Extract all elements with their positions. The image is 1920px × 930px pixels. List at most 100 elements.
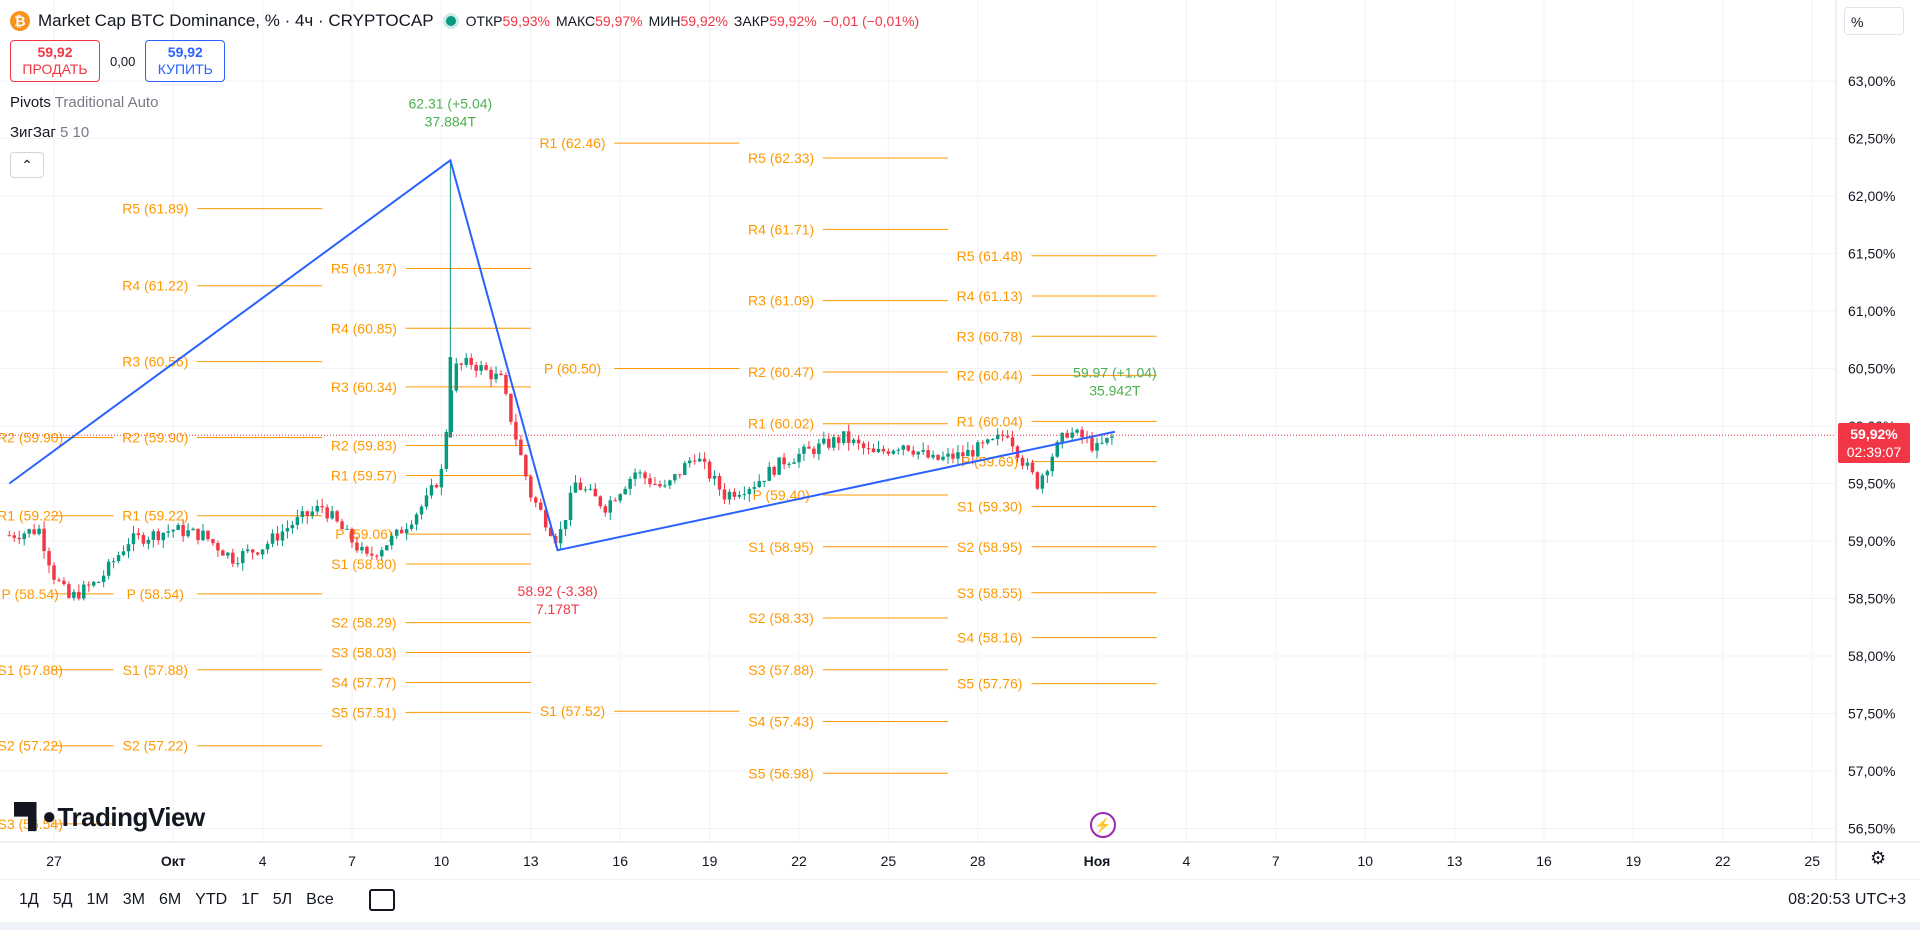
candle-body bbox=[623, 488, 627, 495]
candle-body bbox=[166, 531, 170, 533]
candle-body bbox=[956, 452, 960, 459]
candle-body bbox=[722, 489, 727, 500]
candle-body bbox=[985, 439, 990, 444]
candle-body bbox=[37, 528, 41, 535]
tradingview-logo[interactable]: ▀▌● TradingView bbox=[14, 802, 205, 832]
range-button[interactable]: 1Д bbox=[19, 891, 39, 908]
candle-body bbox=[1070, 432, 1074, 438]
zigzag-label-value: 59.97 (+1.04) bbox=[1073, 364, 1157, 380]
indicator-pivots[interactable]: Pivots Traditional Auto bbox=[10, 94, 158, 111]
range-button[interactable]: 1М bbox=[86, 891, 109, 908]
sell-button[interactable]: 59,92 ПРОДАТЬ bbox=[10, 40, 100, 82]
ohlc-value: 59,93% bbox=[502, 13, 550, 29]
candle-body bbox=[111, 561, 116, 563]
candle-body bbox=[807, 446, 811, 449]
candle-body bbox=[702, 458, 707, 462]
candle-body bbox=[146, 539, 151, 544]
ohlc-key: МИН bbox=[648, 13, 681, 29]
range-button[interactable]: 3М bbox=[122, 891, 145, 908]
candle-body bbox=[27, 529, 31, 534]
candle-body bbox=[891, 450, 896, 454]
x-tick-label: 7 bbox=[348, 853, 356, 869]
indicator-zigzag[interactable]: ЗигЗаг 5 10 bbox=[10, 124, 89, 141]
candle-body bbox=[82, 584, 86, 599]
candle-body bbox=[573, 482, 578, 493]
candle-body bbox=[474, 365, 478, 371]
candle-body bbox=[231, 552, 235, 564]
pivot-label-s3: S3 (58.55) bbox=[957, 585, 1022, 601]
pivot-label-s1: S1 (58.80) bbox=[331, 556, 396, 572]
candle-body bbox=[608, 500, 613, 513]
candle-body bbox=[906, 445, 911, 451]
candle-body bbox=[732, 491, 737, 497]
pivot-label-s1: S1 (57.52) bbox=[540, 703, 605, 719]
candle-body bbox=[444, 431, 449, 469]
candle-body bbox=[121, 551, 126, 556]
candle-body bbox=[385, 545, 389, 551]
tradingview-logo-icon: ▀▌● bbox=[14, 803, 56, 830]
candle-body bbox=[32, 529, 36, 535]
range-button[interactable]: Все bbox=[306, 891, 334, 908]
range-button[interactable]: 6М bbox=[158, 891, 182, 908]
pivot-label-r1: R1 (60.04) bbox=[957, 413, 1023, 429]
pivot-label-r5: R5 (61.37) bbox=[331, 260, 397, 276]
pivot-label-r1: R1 (59.57) bbox=[331, 467, 397, 483]
trade-panel: 59,92 ПРОДАТЬ 0,00 59,92 КУПИТЬ bbox=[10, 40, 226, 82]
candle-body bbox=[782, 457, 786, 465]
lightning-icon[interactable]: ⚡ bbox=[1090, 812, 1116, 838]
candle-body bbox=[419, 506, 424, 515]
candle-body bbox=[448, 357, 453, 438]
pivot-label-r5: R5 (61.48) bbox=[957, 248, 1023, 264]
candle-body bbox=[17, 537, 21, 540]
ohlc-value: 59,92% bbox=[769, 13, 817, 29]
candle-body bbox=[921, 450, 925, 452]
x-tick-label: Ноя bbox=[1084, 853, 1111, 869]
candle-body bbox=[653, 483, 657, 485]
candle-body bbox=[1110, 436, 1114, 438]
candle-body bbox=[330, 511, 334, 519]
calendar-icon[interactable] bbox=[368, 889, 395, 911]
range-button[interactable]: 5Л bbox=[272, 891, 293, 908]
range-button[interactable]: 1Г bbox=[241, 891, 259, 908]
candle-body bbox=[692, 460, 697, 462]
y-tick-label: 59,50% bbox=[1848, 476, 1895, 492]
zigzag-label-volume: 35.942T bbox=[1089, 382, 1141, 398]
price-chart[interactable]: 63,00%62,50%62,00%61,50%61,00%60,50%60,0… bbox=[0, 0, 1920, 880]
x-tick-label: 16 bbox=[1536, 853, 1552, 869]
gear-icon[interactable]: ⚙ bbox=[1870, 848, 1887, 868]
y-tick-label: 61,00% bbox=[1848, 303, 1895, 319]
zigzag-label-volume: 7.178T bbox=[536, 601, 580, 617]
candle-body bbox=[752, 487, 757, 489]
candle-body bbox=[822, 438, 826, 444]
ohlc-item: МИН59,92% bbox=[649, 13, 728, 29]
candle-body bbox=[742, 494, 747, 496]
candle-body bbox=[717, 475, 722, 490]
scale-unit[interactable]: % bbox=[1844, 7, 1904, 35]
pivot-label-s4: S4 (57.43) bbox=[748, 714, 813, 730]
candle-body bbox=[663, 485, 667, 487]
buy-label: КУПИТЬ bbox=[157, 61, 213, 77]
candle-body bbox=[524, 455, 528, 477]
collapse-indicators-button[interactable]: ⌃ bbox=[10, 152, 44, 178]
x-tick-label: 4 bbox=[259, 853, 267, 869]
range-button[interactable]: 5Д bbox=[52, 891, 73, 908]
clock[interactable]: 08:20:53 UTC+3 bbox=[1788, 891, 1906, 908]
symbol-title[interactable]: Market Cap BTC Dominance, % · 4ч · CRYPT… bbox=[38, 11, 434, 30]
pivot-label-s1: S1 (58.95) bbox=[748, 539, 813, 555]
logo-text: TradingView bbox=[57, 801, 206, 832]
candle-body bbox=[896, 449, 901, 451]
candle-body bbox=[67, 584, 71, 598]
candle-body bbox=[47, 551, 51, 566]
range-button[interactable]: YTD bbox=[195, 891, 228, 908]
buy-button[interactable]: 59,92 КУПИТЬ bbox=[145, 40, 226, 82]
candle-body bbox=[196, 528, 200, 541]
x-tick-label: 4 bbox=[1183, 853, 1191, 869]
candle-body bbox=[951, 453, 955, 459]
x-tick-label: 13 bbox=[1447, 853, 1463, 869]
candle-body bbox=[87, 584, 91, 586]
candle-body bbox=[916, 451, 920, 455]
pivot-label-s2: S2 (57.22) bbox=[0, 738, 63, 754]
candle-body bbox=[598, 496, 603, 507]
candle-body bbox=[72, 591, 76, 598]
sell-price: 59,92 bbox=[37, 44, 73, 60]
